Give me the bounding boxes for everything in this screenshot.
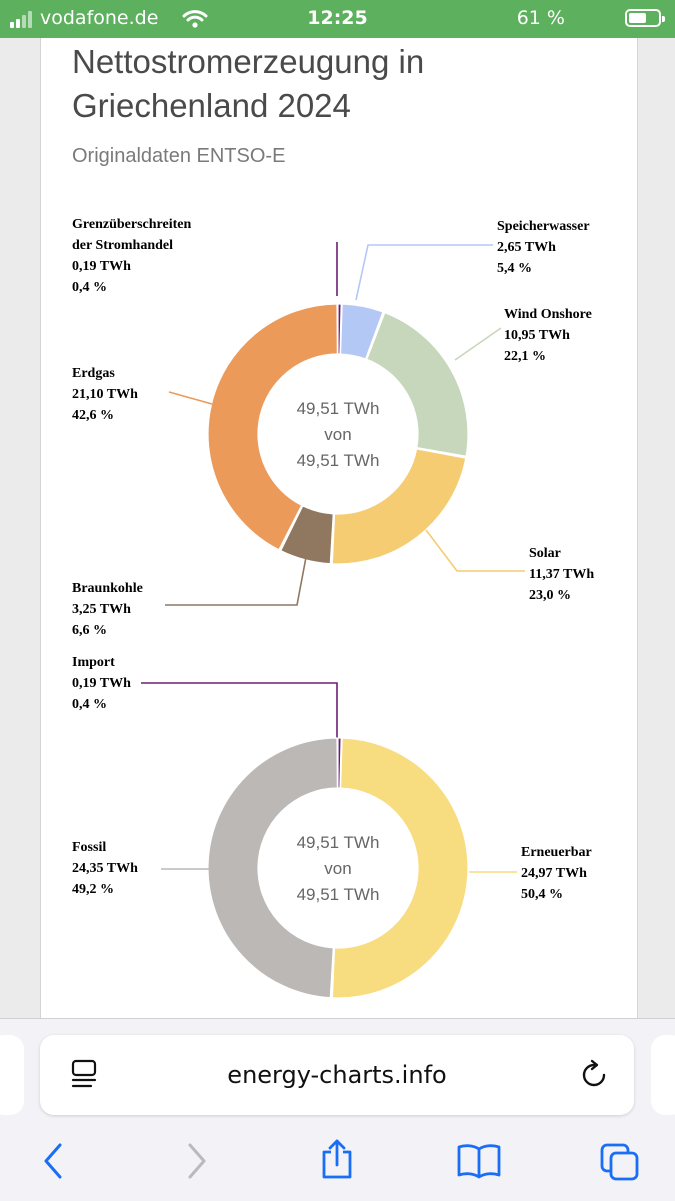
share-icon[interactable] [318,1137,356,1181]
slice-grenz[interactable] [337,303,342,355]
label-wind-line: Wind Onshore [504,307,592,322]
label-fossil-line: 49,2 % [72,882,114,897]
leader-line-speicher [355,244,493,301]
label-import-line: 0,4 % [72,697,107,712]
status-bar: vodafone.de 12:25 61 % [0,0,675,38]
forward-icon [188,1143,206,1179]
center-text-3: 49,51 TWh [297,885,380,904]
center-text-2: von [324,859,351,878]
label-erdgas-line: 21,10 TWh [72,387,138,402]
url-text[interactable]: energy-charts.info [227,1061,447,1089]
label-import: Import 0,19 TWh 0,4 % [72,655,131,712]
previous-tab-preview[interactable] [0,1035,24,1115]
label-erdgas: Erdgas 21,10 TWh 42,6 % [72,366,138,423]
label-solar: Solar 11,37 TWh 23,0 % [529,546,594,603]
leader-line-wind [454,327,502,361]
label-import-line: Import [72,655,115,670]
label-grenz-line: Grenzüberschreiten [72,217,191,232]
label-speicher-line: Speicherwasser [497,219,590,234]
battery-percent: 61 % [516,7,565,29]
label-grenz-line: 0,19 TWh [72,259,131,274]
leader-line-erdgas [168,391,213,405]
label-wind-line: 22,1 % [504,349,546,364]
label-grenz-line: der Stromhandel [72,238,173,253]
label-erdgas-line: Erdgas [72,366,115,381]
center-text-2: von [324,425,351,444]
center-text-3: 49,51 TWh [297,451,380,470]
signal-icon [10,10,36,28]
back-icon[interactable] [38,1141,68,1181]
address-bar[interactable]: energy-charts.info [40,1035,634,1115]
label-fossil-line: 24,35 TWh [72,861,138,876]
label-grenz-line: 0,4 % [72,280,107,295]
leader-line-import [141,682,338,738]
label-braunkohle: Braunkohle 3,25 TWh 6,6 % [72,581,143,638]
donut-charts: Grenzüberschreiten der Stromhandel 0,19 TW… [72,217,594,999]
label-erneuerbar: Erneuerbar 24,97 TWh 50,4 % [521,845,592,902]
label-speicher: Speicherwasser 2,65 TWh 5,4 % [497,219,590,276]
slice-import[interactable] [337,737,342,789]
leader-line-braunkohle [165,551,308,606]
label-braunkohle-line: 3,25 TWh [72,602,131,617]
label-erdgas-line: 42,6 % [72,408,114,423]
label-import-line: 0,19 TWh [72,676,131,691]
center-text-1: 49,51 TWh [297,399,380,418]
tabs-icon[interactable] [598,1141,644,1183]
slice-fossil[interactable] [207,737,338,999]
page-title-line-2: Griechenland 2024 [72,87,351,124]
label-wind-line: 10,95 TWh [504,328,570,343]
clock: 12:25 [307,7,368,29]
slice-solar[interactable] [331,448,467,565]
next-tab-preview[interactable] [651,1035,675,1115]
label-erneuerbar-line: 50,4 % [521,887,563,902]
slice-braunkohle[interactable] [279,505,334,565]
slice-wind[interactable] [366,311,469,457]
page-title: Nettostromerzeugung in Griechenland 2024 [72,40,424,128]
label-solar-line: 11,37 TWh [529,567,594,582]
page-subtitle: Originaldaten ENTSO-E [72,145,286,167]
label-erneuerbar-line: 24,97 TWh [521,866,587,881]
leader-line-solar [425,529,525,572]
center-text-1: 49,51 TWh [297,833,380,852]
label-wind: Wind Onshore 10,95 TWh 22,1 % [504,307,592,364]
slice-speicher[interactable] [339,303,384,360]
label-solar-line: Solar [529,546,561,561]
reload-icon[interactable] [580,1058,610,1092]
label-erneuerbar-line: Erneuerbar [521,845,592,860]
carrier-name: vodafone.de [40,7,159,29]
page-content: Nettostromerzeugung in Griechenland 2024… [40,38,638,1018]
bookmarks-icon[interactable] [456,1141,502,1181]
label-fossil-line: Fossil [72,840,106,855]
label-braunkohle-line: 6,6 % [72,623,107,638]
label-solar-line: 23,0 % [529,588,571,603]
label-grenz: Grenzüberschreiten der Stromhandel 0,19 TW… [72,217,191,295]
battery-icon [625,9,665,27]
browser-toolbar: energy-charts.info [0,1018,675,1201]
page-title-line-1: Nettostromerzeugung in [72,43,425,80]
label-speicher-line: 5,4 % [497,261,532,276]
wifi-icon [182,10,208,28]
label-fossil: Fossil 24,35 TWh 49,2 % [72,840,138,897]
label-braunkohle-line: Braunkohle [72,581,143,596]
label-speicher-line: 2,65 TWh [497,240,556,255]
slice-erneuerbar[interactable] [331,737,469,999]
slice-erdgas[interactable] [207,303,338,551]
reader-view-icon[interactable] [70,1058,100,1092]
